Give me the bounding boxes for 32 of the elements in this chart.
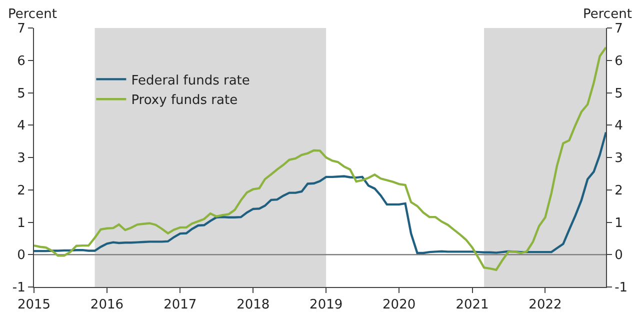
y-tick-label: 7: [17, 22, 26, 37]
y-tick-label: 4: [17, 118, 26, 134]
x-tick-label: 2018: [236, 298, 270, 313]
y2-tick-label: -1: [614, 280, 628, 296]
y2-axis-title: Percent: [583, 7, 632, 22]
y-tick-label: 0: [17, 248, 26, 264]
y-tick-label: -1: [12, 280, 26, 296]
y2-tick-label: 3: [614, 151, 623, 166]
y-tick-label: 1: [17, 216, 26, 231]
legend-label: Proxy funds rate: [131, 93, 238, 108]
y2-tick-label: 5: [614, 86, 623, 102]
x-tick-label: 2017: [164, 298, 197, 313]
y2-tick-label: 0: [614, 248, 623, 264]
y2-tick-label: 4: [614, 118, 623, 134]
y-axis-title: Percent: [8, 7, 57, 22]
y2-tick-label: 7: [614, 22, 623, 37]
x-tick-label: 2022: [528, 298, 562, 313]
y2-tick-label: 2: [614, 183, 623, 198]
y-tick-label: 6: [17, 54, 26, 69]
y2-tick-label: 1: [614, 216, 623, 231]
x-tick-label: 2015: [17, 298, 51, 313]
legend-label: Federal funds rate: [131, 73, 250, 88]
x-tick-label: 2019: [310, 298, 343, 313]
x-tick-label: 2020: [382, 298, 416, 313]
line-series: [34, 131, 606, 254]
y2-tick-label: 6: [614, 54, 623, 69]
x-tick-label: 2021: [456, 298, 489, 313]
y-tick-label: 2: [17, 183, 26, 198]
y-tick-label: 3: [17, 151, 26, 166]
line-series: [34, 46, 606, 271]
y-tick-label: 5: [17, 86, 26, 102]
x-tick-label: 2016: [90, 298, 124, 313]
